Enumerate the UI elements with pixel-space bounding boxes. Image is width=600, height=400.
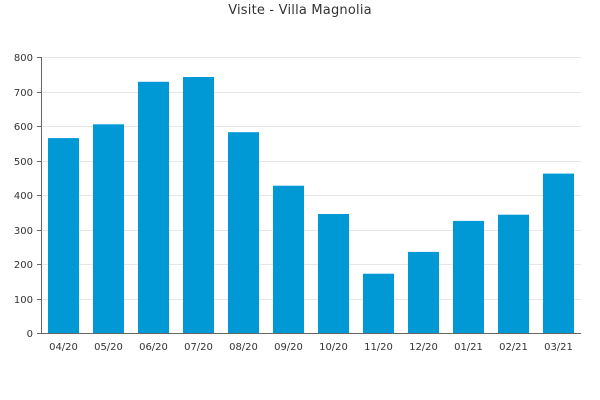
axes [37, 57, 581, 334]
y-tick-label: 200 [14, 260, 33, 271]
y-tick-label: 700 [14, 88, 33, 99]
x-tick-label: 06/20 [139, 342, 168, 353]
y-tick-label: 800 [14, 53, 33, 64]
bar-12-20[interactable] [408, 251, 439, 333]
x-tick-label: 04/20 [49, 342, 78, 353]
x-tick-label: 09/20 [274, 342, 303, 353]
bar-09-20[interactable] [273, 185, 304, 333]
y-tick-label: 400 [14, 191, 33, 202]
x-tick-label: 12/20 [409, 342, 438, 353]
tick-labels: 0 100 200 300 400 500 600 700 800 04/20 05/20 06/20… [14, 53, 573, 353]
x-tick-label: 05/20 [94, 342, 123, 353]
x-tick-label: 02/21 [499, 342, 528, 353]
bar-02-21[interactable] [498, 214, 529, 333]
y-tick-label: 500 [14, 157, 33, 168]
x-tick-label: 07/20 [184, 342, 213, 353]
bar-01-21[interactable] [453, 220, 484, 333]
chart-title: Visite - Villa Magnolia [228, 3, 372, 18]
y-tick-label: 300 [14, 226, 33, 237]
x-tick-label: 10/20 [319, 342, 348, 353]
bar-06-20[interactable] [138, 81, 169, 333]
x-tick-label: 03/21 [544, 342, 573, 353]
bar-03-21[interactable] [543, 173, 574, 333]
x-tick-label: 11/20 [364, 342, 393, 353]
bar-08-20[interactable] [228, 132, 259, 333]
grid-lines [41, 57, 581, 300]
x-tick-label: 08/20 [229, 342, 258, 353]
y-tick-label: 600 [14, 122, 33, 133]
bar-10-20[interactable] [318, 214, 349, 333]
bar-04-20[interactable] [48, 138, 79, 333]
bar-11-20[interactable] [363, 273, 394, 333]
bars [48, 77, 574, 333]
x-tick-label: 01/21 [454, 342, 483, 353]
bar-05-20[interactable] [93, 124, 124, 333]
y-tick-label: 100 [14, 295, 33, 306]
bar-07-20[interactable] [183, 77, 214, 333]
y-tick-label: 0 [27, 329, 33, 340]
